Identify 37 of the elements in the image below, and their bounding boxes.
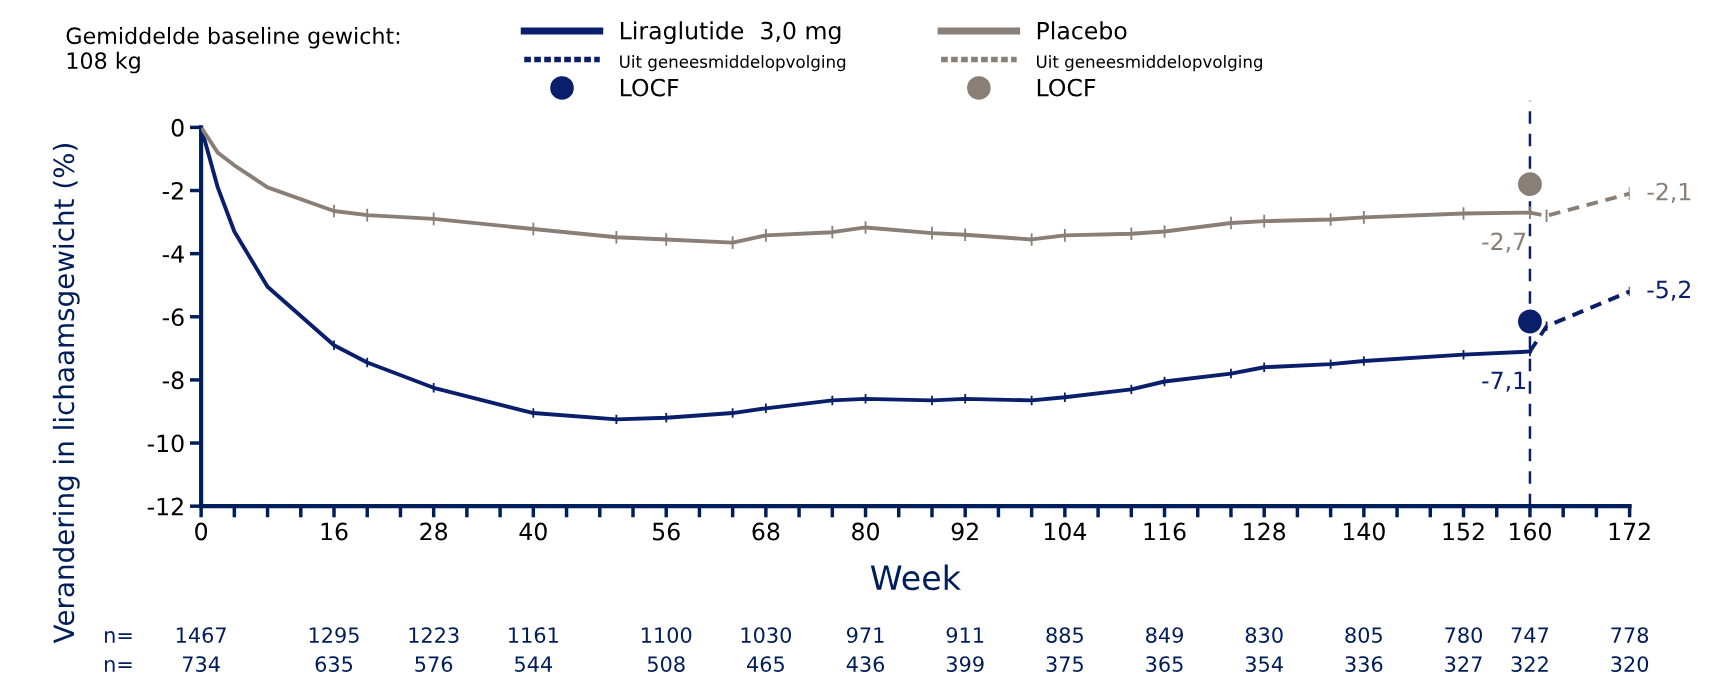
y-tick-label: -4 — [162, 245, 184, 263]
y-tick-label: -12 — [147, 497, 183, 516]
data-label: -7,1 — [1482, 371, 1525, 392]
legend-label: LOCF — [1037, 78, 1096, 97]
legend-label: Uit geneesmiddelopvolging — [1036, 55, 1263, 72]
x-tick-label: 172 — [1609, 522, 1650, 541]
x-tick-label: 0 — [195, 522, 208, 541]
y-tick-label: -2 — [162, 181, 183, 200]
data-label: -2,7 — [1482, 232, 1526, 253]
legend-label: Placebo — [1037, 21, 1127, 40]
x-tick-label: 56 — [653, 522, 680, 541]
text: n= 1467 1295 1223 1161 1100 1030 971 911 885 849 830 805 780 747 778 — [105, 627, 1649, 643]
x-tick-label: 28 — [420, 522, 448, 541]
x-tick-label: 104 — [1044, 522, 1087, 541]
x-tick-label: 92 — [951, 522, 978, 541]
y-tick-label: -10 — [147, 434, 184, 453]
data-label: -5,2 — [1647, 280, 1690, 301]
x-tick-label: 40 — [519, 522, 547, 541]
legend-label: Uit geneesmiddelopvolging — [620, 55, 846, 72]
legend-label: LOCF — [620, 78, 679, 97]
text: Gemiddelde baseline gewicht: 108 kg — [66, 26, 400, 74]
x-tick-label: 68 — [752, 522, 780, 541]
x-axis-title: Week — [870, 564, 961, 591]
y-axis-title: Verandering in lichaamsgewicht (%) — [52, 144, 80, 644]
data-label: -2,1 — [1647, 182, 1691, 203]
x-tick-label: 116 — [1144, 522, 1186, 541]
x-tick-label: 140 — [1343, 522, 1385, 541]
x-tick-label: 152 — [1443, 522, 1484, 541]
x-tick-label: 16 — [321, 522, 348, 541]
y-tick-label: -8 — [162, 371, 184, 390]
text: n= 734 635 576 544 508 465 436 399 375 365 354 336 327 322 320 — [105, 656, 1649, 672]
x-tick-label: 128 — [1244, 522, 1286, 541]
x-tick-label: 80 — [852, 522, 879, 541]
y-tick-label: -6 — [162, 308, 184, 327]
y-tick-label: 0 — [171, 118, 184, 137]
legend-label: Liraglutide 3,0 mg — [620, 21, 841, 45]
x-tick-label: 160 — [1510, 522, 1551, 541]
